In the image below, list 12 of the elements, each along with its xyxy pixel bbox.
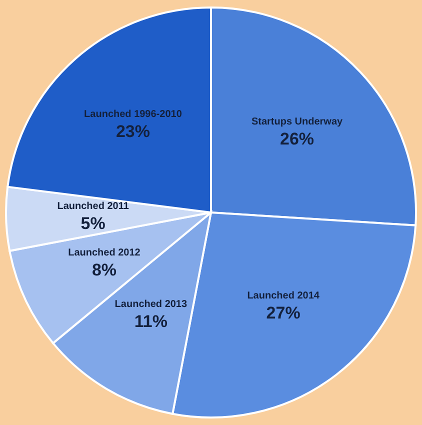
data-label: 11% (134, 312, 168, 332)
slice-label: Launched 1996-2010 (84, 108, 182, 120)
slice-label: Startups Underway (251, 116, 344, 128)
slice-label: Launched 2014 (247, 290, 320, 302)
slice-label: Launched 2013 (114, 299, 188, 310)
data-label: 27% (266, 304, 300, 323)
data-label: 26% (280, 130, 314, 149)
data-label: 5% (80, 214, 106, 234)
data-label: 8% (92, 260, 117, 280)
slice-label: Launched 2012 (68, 248, 141, 259)
data-label: 23% (116, 122, 150, 141)
slice-label: Launched 2011 (57, 201, 130, 212)
